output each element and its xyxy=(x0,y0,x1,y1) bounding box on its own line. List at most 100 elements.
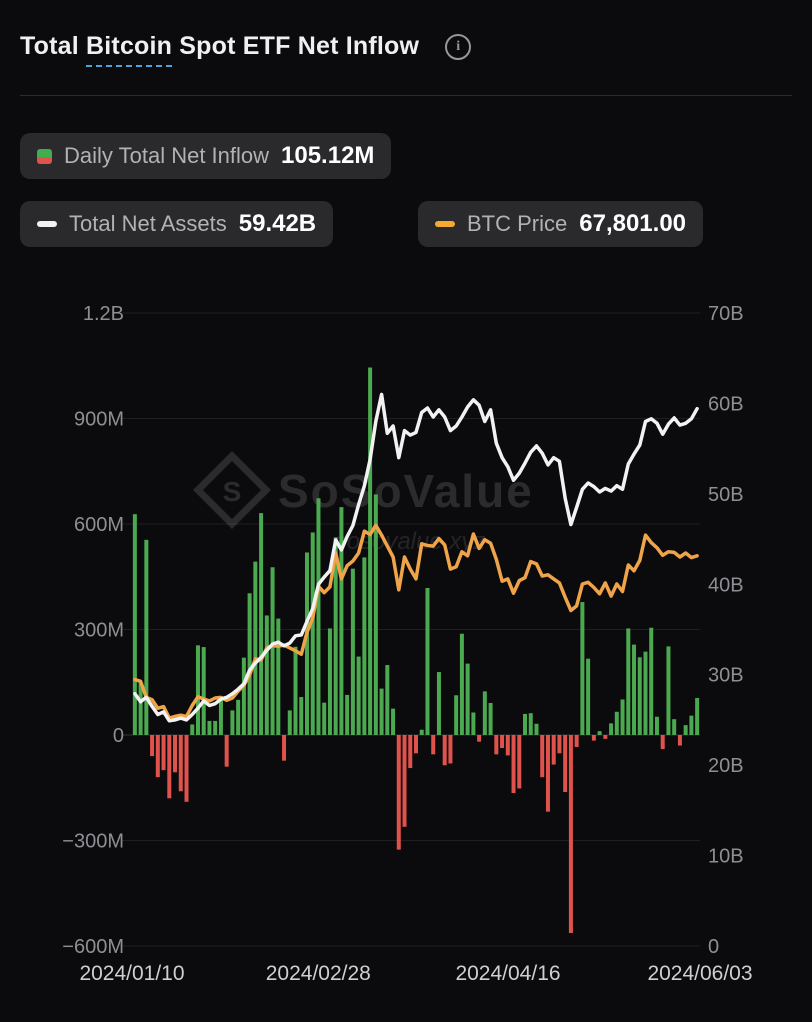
inflow-bar xyxy=(574,735,579,747)
inflow-bar xyxy=(568,735,573,933)
inflow-bar xyxy=(414,735,418,754)
inflow-bar xyxy=(528,713,533,735)
legend-daily-net-inflow[interactable]: Daily Total Net Inflow 105.12M xyxy=(20,133,392,179)
legend-total-net-assets[interactable]: Total Net Assets 59.42B xyxy=(20,201,334,247)
inflow-bar xyxy=(511,735,516,794)
inflow-bar xyxy=(385,665,390,735)
inflow-bar xyxy=(391,708,396,735)
title-prefix: Total xyxy=(20,32,87,60)
inflow-bar xyxy=(207,720,212,735)
info-icon[interactable]: i xyxy=(445,33,472,60)
inflow-bar xyxy=(591,735,596,741)
inflow-bar xyxy=(436,672,441,735)
inflow-bar xyxy=(482,691,487,735)
inflow-bar xyxy=(563,735,568,792)
inflow-bar xyxy=(356,656,361,735)
inflow-bar xyxy=(236,699,241,735)
inflow-bar xyxy=(523,713,528,735)
inflow-bar xyxy=(603,735,608,739)
legend-daily-label: Daily Total Net Inflow xyxy=(64,143,270,168)
inflow-bar xyxy=(224,735,229,767)
inflow-bar xyxy=(643,651,648,735)
inflow-bar xyxy=(465,663,470,735)
x-axis-tick: 2024/06/03 xyxy=(647,962,752,985)
inflow-bar xyxy=(368,367,373,735)
inflow-bar xyxy=(666,646,671,735)
inflow-bar xyxy=(396,735,401,850)
inflow-bar xyxy=(517,735,522,789)
legend-daily-value: 105.12M xyxy=(281,142,375,169)
inflow-bar xyxy=(459,633,464,735)
inflow-bar xyxy=(649,627,654,735)
watermark-brand: SoSoValue xyxy=(278,465,534,517)
left-axis-tick: 0 xyxy=(113,725,124,747)
inflow-bar xyxy=(408,735,413,769)
inflow-bar xyxy=(677,735,682,746)
title-underlined-term: Bitcoin xyxy=(86,32,173,67)
inflow-bar xyxy=(695,698,700,735)
inflow-bar xyxy=(626,628,631,735)
etf-net-inflow-chart[interactable]: S SoSoValuesosovalue.xyz1.2B900M600M300M0… xyxy=(0,268,812,1008)
inflow-bar xyxy=(259,513,264,735)
net-assets-line xyxy=(133,392,699,723)
inflow-bar xyxy=(138,682,143,735)
inflow-bar xyxy=(689,715,694,735)
inflow-bar xyxy=(431,735,436,755)
inflow-bar xyxy=(299,697,304,735)
left-axis-tick: 1.2B xyxy=(83,303,124,325)
inflow-bar xyxy=(580,602,585,735)
inflow-bar xyxy=(557,735,562,754)
inflow-bar xyxy=(586,658,591,735)
inflow-bar xyxy=(373,494,378,735)
inflow-bar xyxy=(213,720,218,735)
title-suffix: Spot ETF Net Inflow xyxy=(172,32,420,60)
header-divider xyxy=(20,95,792,96)
left-axis-labels: 1.2B 900M 600M 300M 0 −300M −600M xyxy=(62,303,124,958)
x-axis-tick: 2024/02/28 xyxy=(266,962,371,985)
inflow-bar xyxy=(477,735,482,742)
left-axis-tick: 900M xyxy=(74,409,124,431)
right-axis-tick: 50B xyxy=(708,484,744,506)
left-axis-tick: 600M xyxy=(74,514,124,536)
legend-assets-value: 59.42B xyxy=(238,210,317,237)
page-title: Total Bitcoin Spot ETF Net Inflow xyxy=(20,32,420,67)
inflow-bar xyxy=(620,699,625,735)
inflow-bar xyxy=(333,537,338,735)
inflow-bar xyxy=(454,695,459,735)
right-axis-tick: 20B xyxy=(708,755,744,777)
legend-btc-price[interactable]: BTC Price 67,801.00 xyxy=(418,201,704,247)
inflow-bar xyxy=(471,712,476,735)
inflow-bar xyxy=(167,735,172,799)
inflow-bar xyxy=(505,735,510,756)
left-axis-tick: −600M xyxy=(62,936,124,958)
right-axis-tick: 0 xyxy=(708,936,719,958)
inflow-bar xyxy=(178,735,183,792)
inflow-bar xyxy=(144,539,149,735)
inflow-bar xyxy=(545,735,550,812)
inflow-bar xyxy=(218,696,223,735)
watermark-logo-letter: S xyxy=(223,476,242,507)
right-axis-tick: 40B xyxy=(708,574,744,596)
inflow-bar xyxy=(264,615,269,735)
right-axis-tick: 10B xyxy=(708,846,744,868)
inflow-bar xyxy=(379,688,384,735)
right-axis-labels: 70B 60B 50B 40B 30B 20B 10B 0 xyxy=(708,303,744,958)
inflow-bar xyxy=(310,532,315,735)
inflow-bar xyxy=(614,711,619,735)
inflow-bar xyxy=(253,561,258,735)
inflow-bar xyxy=(241,657,246,735)
inflow-bar xyxy=(247,593,252,735)
x-axis-tick: 2024/04/16 xyxy=(455,962,560,985)
right-axis-tick: 30B xyxy=(708,665,744,687)
watermark-logo-icon xyxy=(193,451,271,529)
inflow-bar xyxy=(551,735,556,765)
inflow-bar xyxy=(488,702,493,735)
inflow-bar xyxy=(597,731,602,735)
legend-assets-label: Total Net Assets xyxy=(69,211,227,236)
inflow-bar xyxy=(494,735,499,755)
inflow-bar xyxy=(540,735,545,778)
inflow-bar xyxy=(683,725,688,735)
x-axis-tick: 2024/01/10 xyxy=(79,962,184,985)
inflow-bar xyxy=(632,644,637,735)
inflow-bar xyxy=(609,723,614,735)
